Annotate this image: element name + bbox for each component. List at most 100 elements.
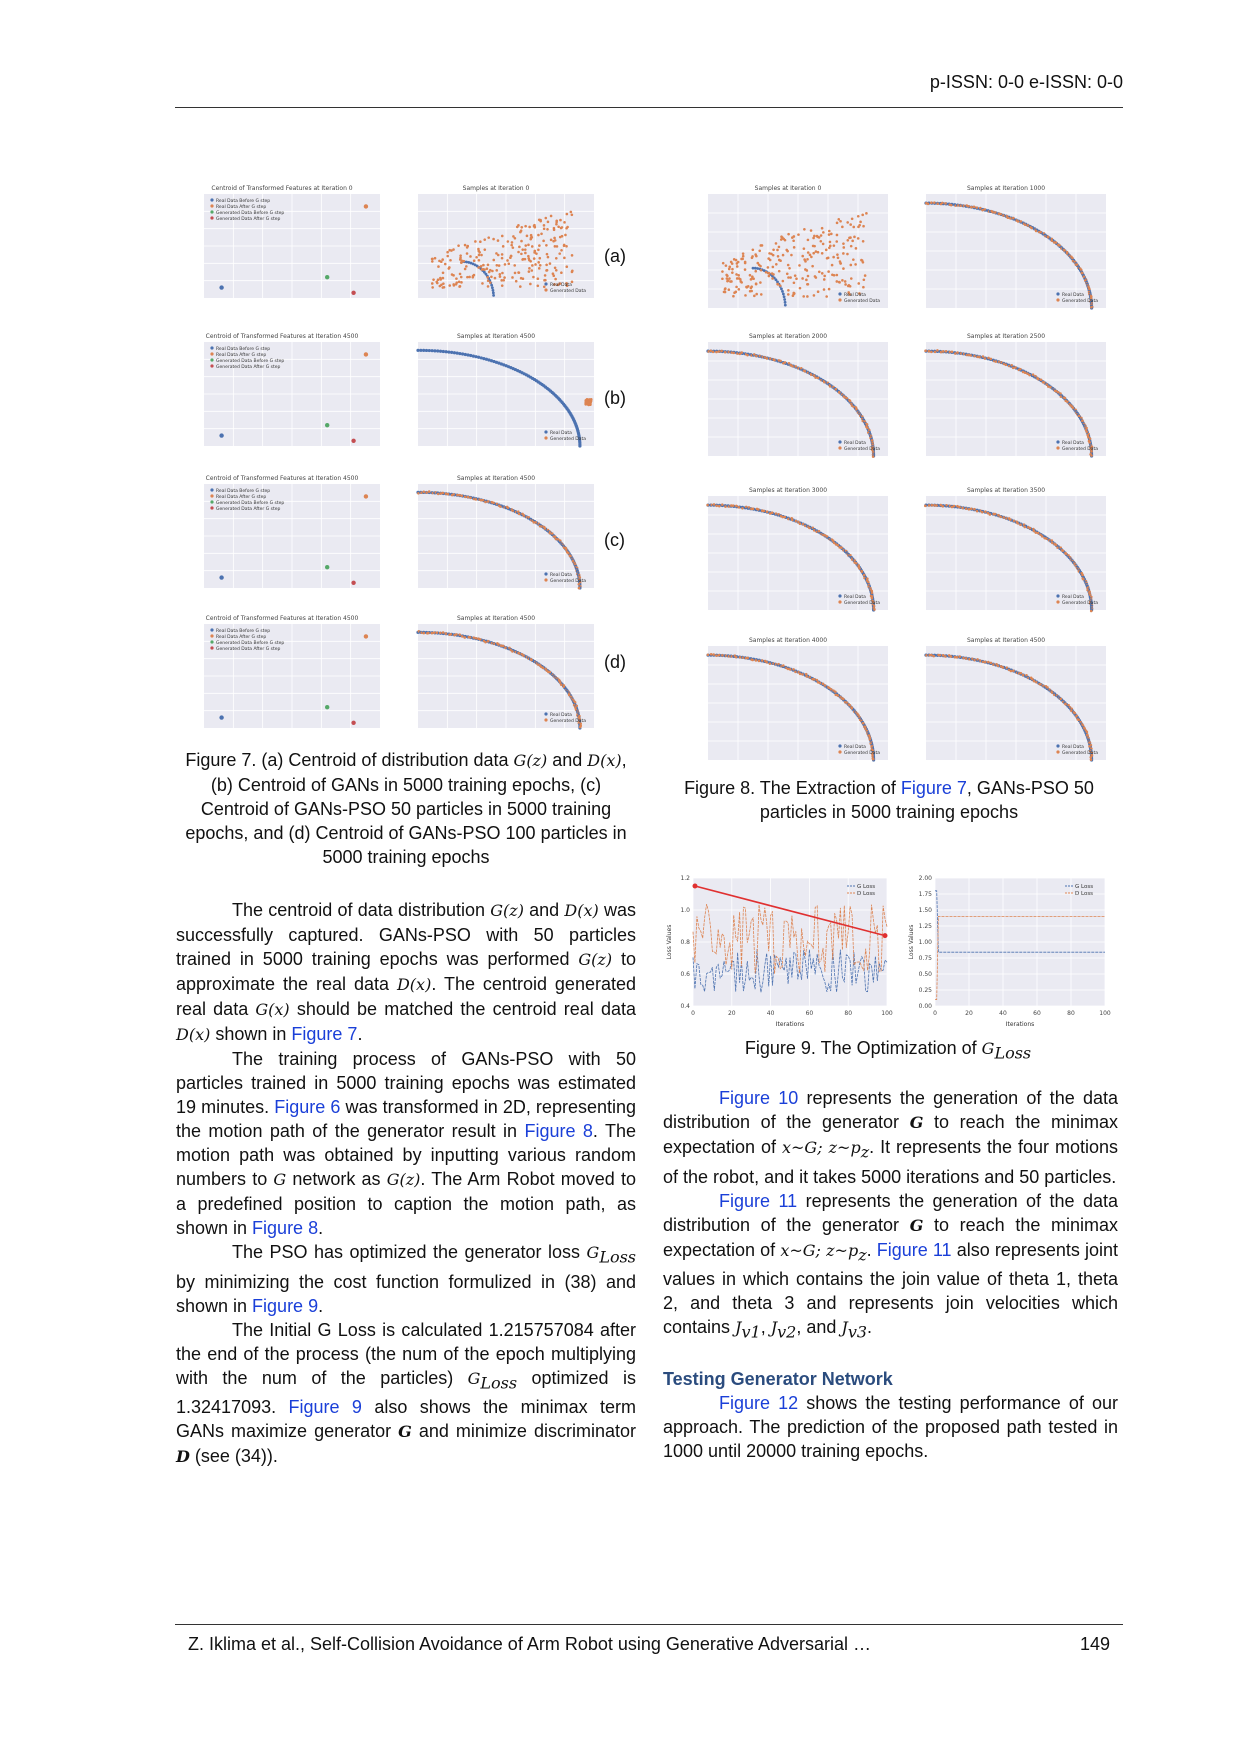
panel-title: Samples at Iteration 4500: [457, 475, 535, 482]
x-tick-label: 80: [1067, 1010, 1075, 1017]
y-tick-label: 1.00: [919, 939, 933, 946]
x-tick-label: 60: [1033, 1010, 1041, 1017]
paragraph-figure-11: Figure 11 represents the generation of t…: [663, 1190, 1119, 1342]
svg-text:Real Data After G step: Real Data After G step: [216, 494, 266, 500]
scatter-points: [924, 349, 1094, 458]
figure-7-samples-panel: Samples at Iteration 4500 Real Data Genera…: [392, 612, 600, 740]
svg-text:Generated Data: Generated Data: [844, 298, 880, 304]
figure-9-link[interactable]: Figure 9: [252, 1295, 319, 1316]
figure-7-centroid-panel: Centroid of Transformed Features at Iter…: [178, 472, 386, 600]
paragraph-centroid: The centroid of data distribution G(z) a…: [176, 900, 636, 1044]
footer-rule: [175, 1624, 1123, 1625]
panel-title: Samples at Iteration 4500: [457, 615, 535, 622]
figure-8-samples-panel: Samples at Iteration 3000 Real Data Genera…: [682, 484, 894, 622]
y-tick-label: 1.75: [919, 891, 933, 898]
figure-7-link[interactable]: Figure 7: [900, 778, 967, 798]
x-axis-label: Iterations: [776, 1021, 805, 1028]
paragraph-figure-10: Figure 10 represents the generation of t…: [663, 1088, 1119, 1187]
figure-7-label-a: (a): [604, 246, 626, 266]
figure-8-caption: Figure 8. The Extraction of Figure 7, GA…: [684, 778, 1094, 822]
scatter-points: [721, 212, 868, 307]
figure-8-samples-panel: Samples at Iteration 1000 Real Data Genera…: [900, 182, 1112, 320]
figure-10-link[interactable]: Figure 10: [719, 1088, 799, 1108]
x-tick-label: 100: [881, 1010, 893, 1017]
x-tick-label: 20: [728, 1010, 736, 1017]
scatter-points: [924, 201, 1094, 310]
svg-text:Generated Data Before G step: Generated Data Before G step: [216, 640, 284, 646]
svg-text:Generated Data: Generated Data: [1062, 600, 1098, 606]
journal-issn: p-ISSN: 0-0 e-ISSN: 0-0: [929, 72, 1123, 92]
svg-text:Real Data: Real Data: [844, 292, 866, 298]
scatter-points: [416, 490, 582, 590]
svg-text:Generated Data: Generated Data: [1062, 750, 1098, 756]
figure-8-samples-panel: Samples at Iteration 3500 Real Data Genera…: [900, 484, 1112, 622]
figure-7-link[interactable]: Figure 7: [291, 1024, 358, 1044]
figure-7-samples-panel: Samples at Iteration 0 Real Data Generated…: [392, 182, 600, 310]
y-tick-label: 0.50: [919, 971, 933, 978]
panel-title: Samples at Iteration 2500: [967, 333, 1045, 340]
x-axis-label: Iterations: [1006, 1021, 1035, 1028]
svg-text:Generated Data: Generated Data: [550, 288, 586, 294]
scatter-points: [706, 652, 876, 762]
figure-8-link[interactable]: Figure 8: [524, 1121, 593, 1141]
y-tick-label: 1.2: [680, 875, 690, 882]
figure-7-centroid-panel: Centroid of Transformed Features at Iter…: [178, 182, 386, 310]
figure-8-samples-panel: Samples at Iteration 4500 Real Data Genera…: [900, 634, 1112, 772]
right-column-text: Figure 10 represents the generation of t…: [663, 1086, 1118, 1463]
paragraph-training: The training process of GANs-PSO with 50…: [176, 1049, 636, 1238]
legend-label: D Loss: [857, 891, 875, 897]
x-tick-label: 40: [999, 1010, 1007, 1017]
scatter-points: [219, 494, 369, 585]
panel-title: Samples at Iteration 0: [463, 185, 530, 192]
svg-text:Generated Data Before G step: Generated Data Before G step: [216, 210, 284, 216]
footer-citation: Z. Iklima et al., Self-Collision Avoidan…: [188, 1634, 871, 1654]
figure-11-link[interactable]: Figure 11: [876, 1239, 952, 1260]
y-tick-label: 0.75: [919, 955, 933, 962]
x-tick-label: 40: [767, 1010, 775, 1017]
y-tick-label: 0.6: [680, 971, 690, 978]
scatter-points: [430, 210, 574, 297]
d-loss-line: [692, 903, 888, 974]
svg-text:Real Data: Real Data: [844, 744, 866, 750]
y-tick-label: 1.50: [919, 907, 933, 914]
left-column-text: The centroid of data distribution G(z) a…: [176, 898, 636, 1469]
svg-text:Generated Data: Generated Data: [844, 600, 880, 606]
g-loss-line: [692, 949, 888, 993]
x-tick-label: 0: [691, 1010, 695, 1017]
figure-11-link[interactable]: Figure 11: [719, 1190, 798, 1211]
panel-title: Centroid of Transformed Features at Iter…: [211, 185, 352, 192]
figure-7-samples-panel: Samples at Iteration 4500 Real Data Genera…: [392, 330, 600, 458]
figure-6-link[interactable]: Figure 6: [274, 1097, 341, 1117]
scatter-points: [416, 630, 583, 730]
svg-text:Real Data Before G step: Real Data Before G step: [216, 488, 270, 494]
figure-9-caption: Figure 9. The Optimization of GLoss: [744, 1038, 1032, 1063]
y-tick-label: 0.8: [680, 939, 690, 946]
svg-text:Real Data: Real Data: [1062, 744, 1084, 750]
page-number: 149: [1079, 1634, 1110, 1654]
svg-text:Generated Data: Generated Data: [550, 436, 586, 442]
legend-label: D Loss: [1075, 891, 1093, 897]
figure-8-link[interactable]: Figure 8: [252, 1218, 319, 1238]
x-tick-label: 0: [933, 1010, 937, 1017]
panel-title: Samples at Iteration 2000: [749, 333, 827, 340]
svg-text:Generated Data: Generated Data: [550, 578, 586, 584]
svg-text:Generated Data: Generated Data: [550, 718, 586, 724]
scatter-points: [219, 352, 369, 443]
figure-7-label-d: (d): [604, 652, 626, 672]
scatter-points: [219, 634, 369, 725]
scatter-points: [416, 348, 593, 448]
figure-8-samples-panel: Samples at Iteration 4000 Real Data Genera…: [682, 634, 894, 772]
x-tick-label: 20: [965, 1010, 973, 1017]
figure-12-link[interactable]: Figure 12: [719, 1392, 799, 1413]
figure-9-link[interactable]: Figure 9: [288, 1397, 362, 1418]
y-tick-label: 1.25: [919, 923, 933, 930]
svg-text:Real Data After G step: Real Data After G step: [216, 352, 266, 358]
svg-text:Generated Data After G step: Generated Data After G step: [216, 216, 281, 222]
panel-title: Samples at Iteration 4500: [967, 637, 1045, 644]
